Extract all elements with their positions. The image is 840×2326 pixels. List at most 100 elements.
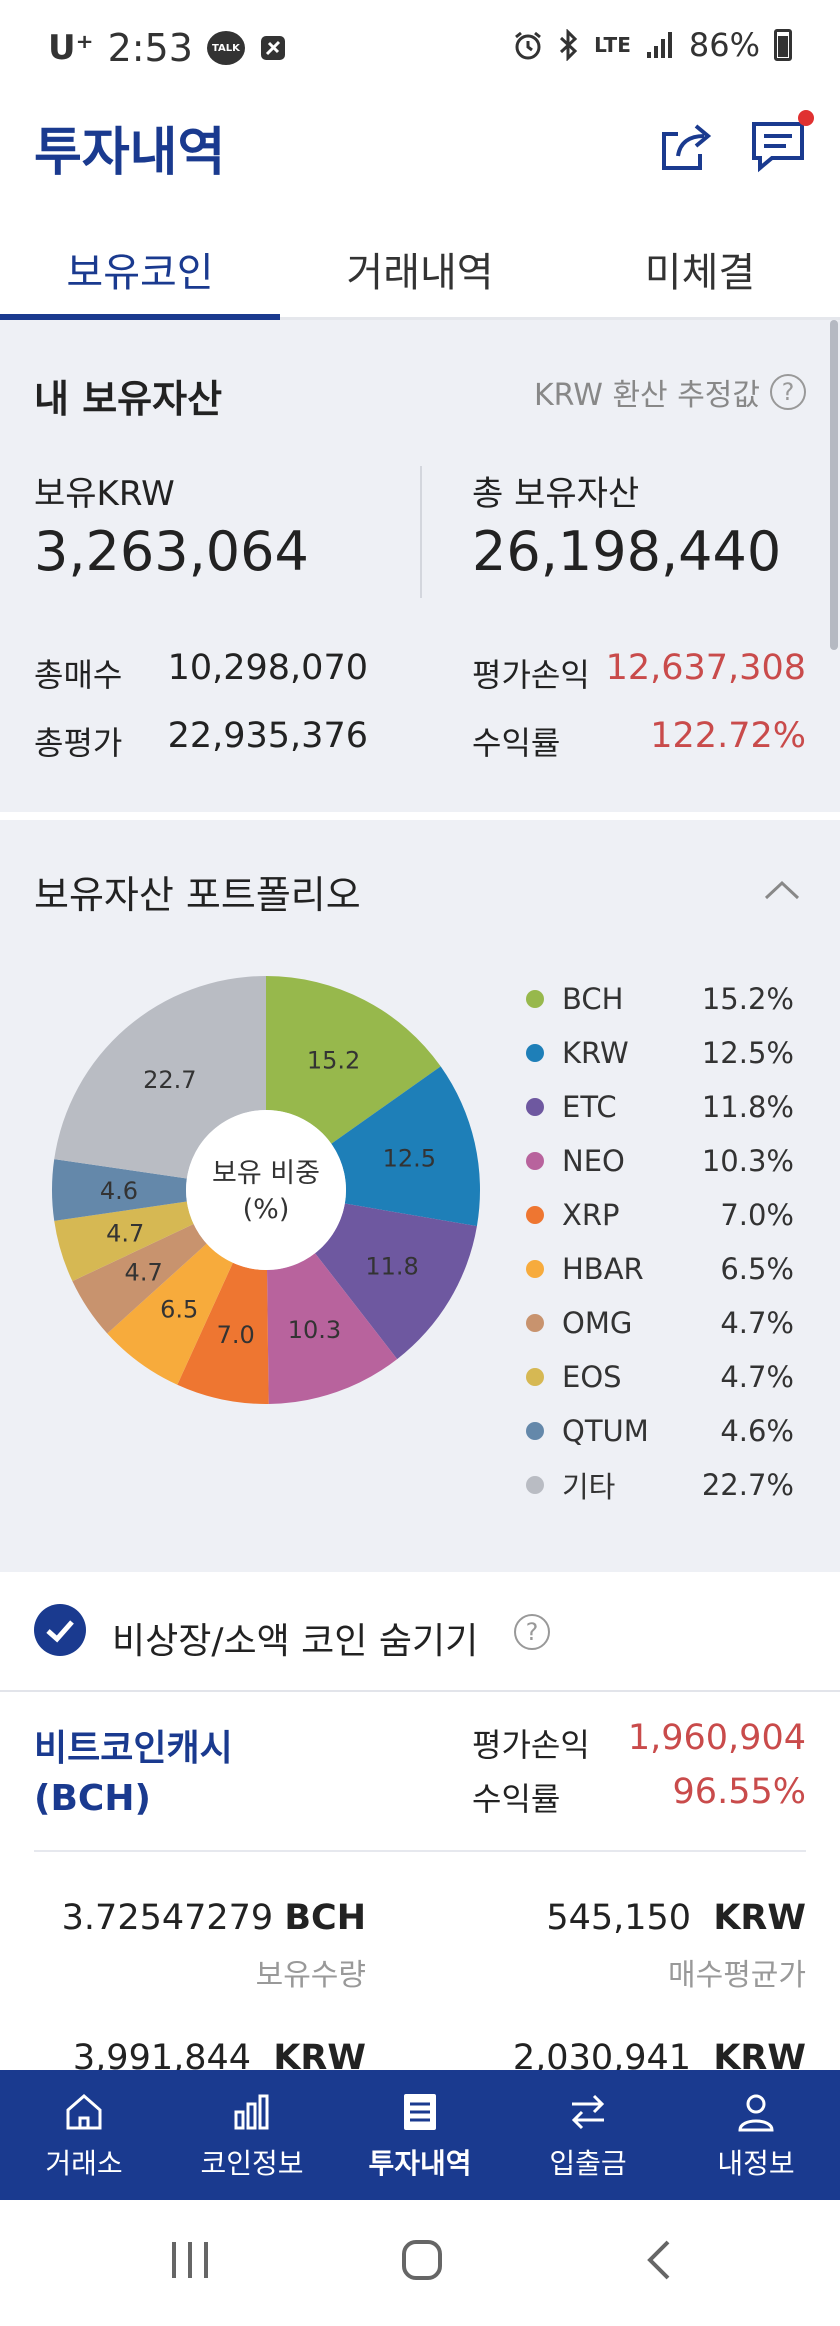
- donut-slice-label: 11.8: [365, 1253, 418, 1281]
- donut-slice-etc: [315, 1203, 477, 1360]
- legend-item: NEO 10.3%: [524, 1134, 794, 1188]
- legend-name: EOS: [562, 1360, 622, 1394]
- portfolio-donut-chart: 보유 비중 (%) 15.2 12.5 11.8 10.3 7.0 6.5 4.7 4.7 4.…: [51, 976, 480, 1404]
- notification-icon: [259, 34, 287, 62]
- network-type-label: LTE: [594, 33, 631, 57]
- legend-percent: 11.8%: [701, 1090, 794, 1124]
- person-icon: [738, 2094, 774, 2132]
- donut-slice-label: 6.5: [160, 1296, 198, 1324]
- legend-percent: 6.5%: [720, 1252, 794, 1286]
- donut-slice-label: 15.2: [307, 1046, 360, 1074]
- hide-small-coins-checkbox[interactable]: [34, 1604, 86, 1656]
- nav-exchange[interactable]: 거래소: [0, 2070, 168, 2200]
- donut-slice-eos: [54, 1201, 194, 1282]
- tab-holdings[interactable]: 보유코인: [0, 206, 280, 320]
- donut-slice-label: 4.7: [125, 1258, 163, 1286]
- help-icon[interactable]: ?: [514, 1614, 550, 1650]
- legend-name: ETC: [562, 1090, 617, 1124]
- donut-slice-label: 12.5: [383, 1144, 436, 1172]
- donut-slice-krw: [331, 1066, 480, 1227]
- chevron-up-icon[interactable]: [764, 880, 800, 900]
- system-navigation-bar: [0, 2200, 840, 2326]
- tab-transactions[interactable]: 거래내역: [346, 250, 494, 296]
- home-button-icon[interactable]: [400, 2238, 444, 2282]
- legend-percent: 10.3%: [701, 1144, 794, 1178]
- coin-roi-value: 96.55%: [672, 1772, 806, 1812]
- total-eval-value: 22,935,376: [167, 716, 368, 756]
- tab-pending[interactable]: 미체결: [644, 250, 756, 296]
- total-buy-label: 총매수: [34, 656, 123, 694]
- legend-name: BCH: [562, 982, 624, 1016]
- section-title: 내 보유자산: [34, 377, 223, 421]
- legend-color-dot: [526, 1368, 544, 1386]
- legend-color-dot: [526, 1044, 544, 1062]
- chat-icon: [752, 122, 804, 173]
- bluetooth-icon: [558, 29, 580, 61]
- avg-price-value: 545,150 KRW: [546, 1898, 806, 1938]
- legend-item: OMG 4.7%: [524, 1296, 794, 1350]
- legend-color-dot: [526, 1422, 544, 1440]
- legend-name: HBAR: [562, 1252, 644, 1286]
- legend-color-dot: [526, 990, 544, 1008]
- avg-price-unit: KRW: [713, 1898, 806, 1938]
- bottom-navigation: 거래소 코인정보 투자내역 입출금 내정보: [0, 2070, 840, 2200]
- share-icon: [662, 124, 712, 170]
- total-assets-label: 총 보유자산: [472, 474, 640, 514]
- quantity-value: 3.72547279 BCH: [62, 1898, 366, 1938]
- back-icon[interactable]: [644, 2238, 674, 2282]
- holding-krw-label: 보유KRW: [34, 474, 175, 514]
- divider: [34, 1850, 806, 1852]
- legend-item: QTUM 4.6%: [524, 1404, 794, 1458]
- legend-item: HBAR 6.5%: [524, 1242, 794, 1296]
- donut-slice-hbar: [107, 1243, 233, 1385]
- carrier-label: U⁺: [48, 28, 94, 68]
- donut-center: [186, 1110, 346, 1270]
- chat-button[interactable]: [746, 110, 814, 178]
- recent-apps-icon[interactable]: [170, 2238, 210, 2282]
- legend-color-dot: [526, 1206, 544, 1224]
- portfolio-legend: BCH 15.2% KRW 12.5% ETC 11.8% NEO 10.3% XRP 7.0% H…: [524, 972, 794, 1512]
- legend-item: ETC 11.8%: [524, 1080, 794, 1134]
- nav-label: 코인정보: [200, 2147, 304, 2180]
- share-button[interactable]: [656, 114, 720, 178]
- krw-estimate-label: KRW 환산 추정값: [533, 378, 760, 413]
- battery-icon: [774, 29, 792, 61]
- legend-item: KRW 12.5%: [524, 1026, 794, 1080]
- divider: [420, 466, 422, 598]
- holding-krw-value: 3,263,064: [34, 520, 309, 583]
- donut-slice-label: 7.0: [217, 1321, 255, 1349]
- donut-slice-neo: [267, 1253, 398, 1404]
- quantity-unit: BCH: [284, 1898, 366, 1938]
- legend-item: EOS 4.7%: [524, 1350, 794, 1404]
- checkmark-icon: [46, 1620, 74, 1643]
- legend-item: 기타 22.7%: [524, 1458, 794, 1512]
- my-assets-section: 내 보유자산 KRW 환산 추정값 ? 보유KRW 3,263,064 총 보유…: [0, 320, 840, 812]
- legend-percent: 4.7%: [720, 1360, 794, 1394]
- coin-symbol: (BCH): [34, 1778, 151, 1819]
- nav-my-info[interactable]: 내정보: [672, 2070, 840, 2200]
- scrollbar[interactable]: [830, 320, 838, 650]
- home-icon: [66, 2094, 102, 2130]
- coin-card[interactable]: 비트코인캐시 (BCH) 평가손익 1,960,904 수익률 96.55% 3…: [0, 1694, 840, 2078]
- coin-pnl-value: 1,960,904: [627, 1718, 806, 1758]
- nav-deposit-withdraw[interactable]: 입출금: [504, 2070, 672, 2200]
- krw-estimate-note: KRW 환산 추정값 ?: [534, 370, 806, 414]
- transfer-icon: [571, 2094, 605, 2130]
- hide-small-coins-row[interactable]: 비상장/소액 코인 숨기기 ?: [0, 1572, 840, 1692]
- coin-roi-label: 수익률: [472, 1780, 561, 1818]
- donut-slice-label: 4.6: [100, 1177, 138, 1205]
- roi-value: 122.72%: [650, 716, 806, 756]
- legend-item: XRP 7.0%: [524, 1188, 794, 1242]
- legend-color-dot: [526, 1476, 544, 1494]
- total-eval-label: 총평가: [34, 724, 123, 762]
- legend-percent: 7.0%: [720, 1198, 794, 1232]
- avg-price-label: 매수평균가: [668, 1958, 806, 1993]
- help-icon[interactable]: ?: [770, 374, 806, 410]
- legend-percent: 12.5%: [701, 1036, 794, 1070]
- total-assets-value: 26,198,440: [472, 520, 782, 583]
- app-header: 투자내역: [0, 96, 840, 206]
- donut-center-unit: (%): [243, 1194, 290, 1225]
- nav-investments[interactable]: 투자내역: [336, 2070, 504, 2200]
- nav-coin-info[interactable]: 코인정보: [168, 2070, 336, 2200]
- quantity-label: 보유수량: [255, 1958, 366, 1993]
